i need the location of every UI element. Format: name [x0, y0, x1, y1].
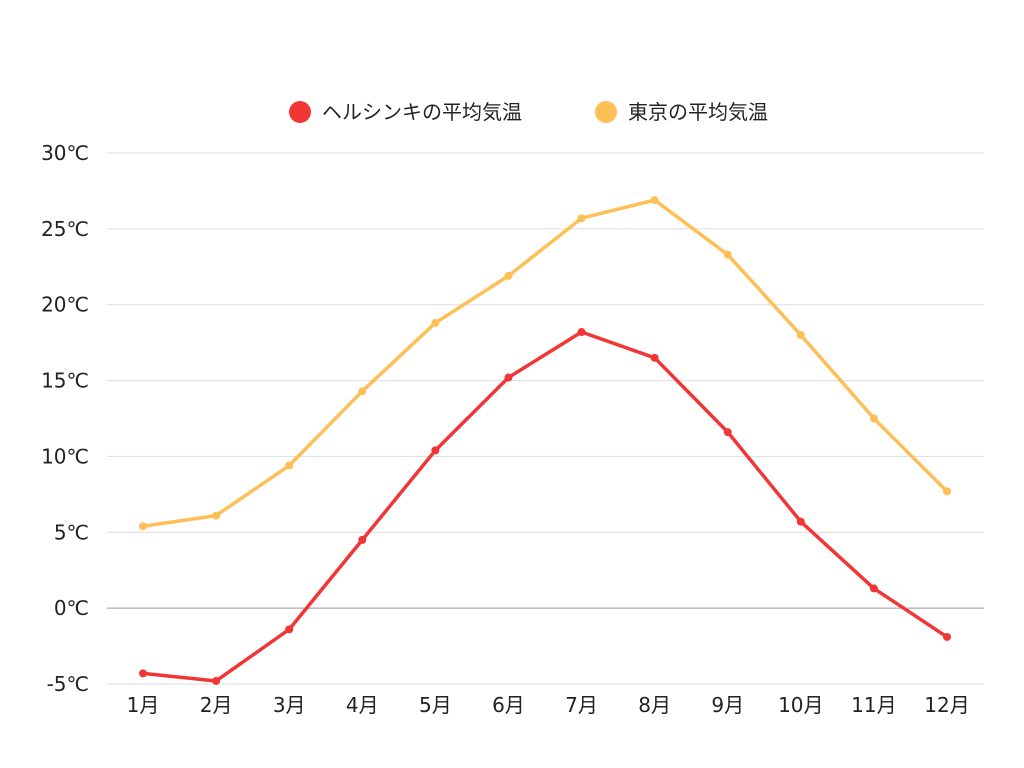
data-point	[943, 487, 951, 496]
data-point	[723, 250, 732, 259]
x-tick-label: 6月	[492, 693, 525, 717]
data-point	[212, 676, 221, 685]
data-point	[504, 373, 513, 382]
data-point	[212, 511, 221, 520]
data-point	[285, 461, 294, 470]
data-point	[869, 584, 878, 593]
y-tick-label: 20℃	[41, 293, 89, 317]
series-line-1	[141, 330, 949, 683]
data-point	[139, 669, 147, 678]
data-point	[650, 196, 659, 205]
x-tick-label: 4月	[346, 693, 379, 717]
data-point	[796, 331, 805, 340]
data-point	[577, 328, 586, 337]
data-point	[431, 446, 440, 455]
x-tick-label: 11月	[851, 693, 896, 717]
data-point	[723, 428, 732, 437]
x-tick-label: 12月	[924, 693, 969, 717]
data-point	[139, 522, 147, 531]
legend-label: ヘルシンキの平均気温	[322, 100, 522, 124]
series-lines	[141, 198, 949, 683]
y-tick-label: -5℃	[47, 672, 89, 696]
x-tick-label: 9月	[711, 693, 744, 717]
legend-marker	[289, 101, 311, 123]
data-point	[943, 632, 951, 641]
y-tick-label: 5℃	[54, 520, 89, 544]
legend-label: 東京の平均気温	[628, 100, 768, 124]
data-point	[431, 318, 440, 327]
x-tick-label: 8月	[638, 693, 671, 717]
series-line-2	[141, 198, 949, 528]
y-tick-label: 30℃	[41, 141, 89, 165]
x-axis: 1月 2月 3月 4月 5月 6月 7月 8月 9月 10月 11月 12月	[127, 693, 970, 717]
data-point	[577, 214, 586, 223]
data-point	[358, 387, 367, 396]
data-point	[285, 625, 294, 634]
data-point	[869, 414, 878, 423]
data-point	[650, 353, 659, 362]
y-axis: -5℃ 0℃ 5℃ 10℃ 15℃ 20℃ 25℃ 30℃	[41, 141, 89, 696]
series-points	[139, 196, 951, 685]
x-tick-label: 5月	[419, 693, 452, 717]
x-tick-label: 2月	[200, 693, 233, 717]
x-tick-label: 1月	[127, 693, 160, 717]
data-point	[358, 535, 367, 544]
legend: ヘルシンキの平均気温 東京の平均気温	[289, 100, 768, 124]
y-tick-label: 15℃	[41, 369, 89, 393]
y-tick-label: 0℃	[54, 596, 89, 620]
x-tick-label: 10月	[778, 693, 823, 717]
data-point	[504, 271, 513, 280]
y-tick-label: 25℃	[41, 217, 89, 241]
x-tick-label: 3月	[273, 693, 306, 717]
x-tick-label: 7月	[565, 693, 598, 717]
data-point	[796, 517, 805, 526]
legend-marker	[595, 101, 617, 123]
gridlines	[107, 152, 984, 685]
y-tick-label: 10℃	[41, 444, 89, 468]
